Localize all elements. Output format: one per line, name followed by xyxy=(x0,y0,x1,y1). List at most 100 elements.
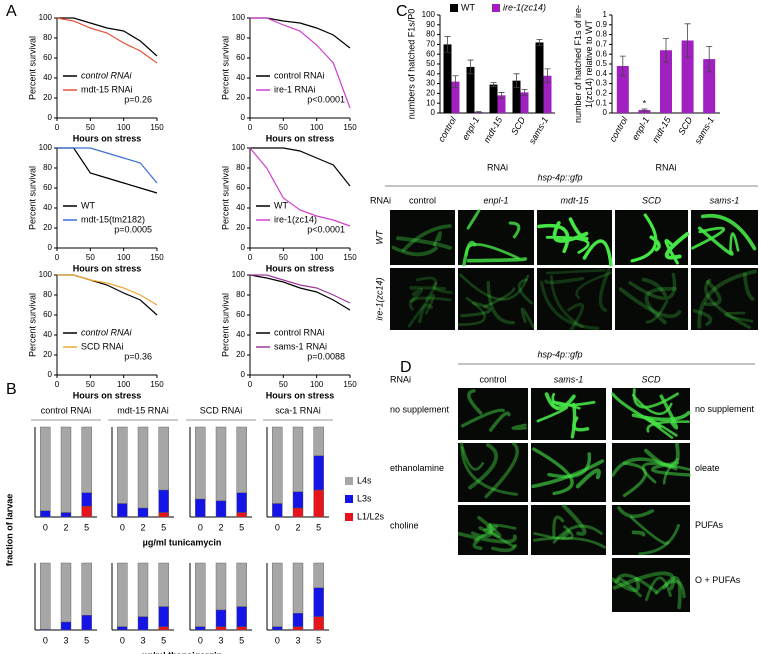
column-label: control xyxy=(479,374,506,384)
group-title: control RNAi xyxy=(41,405,92,415)
y-tick-label: 100 xyxy=(39,270,53,279)
y-tick-label: 100 xyxy=(39,13,53,22)
worm xyxy=(460,408,505,428)
x-tick-label: 0 xyxy=(248,123,253,132)
bar xyxy=(451,81,460,113)
x-axis-label: RNAi xyxy=(487,162,508,172)
y-axis-label: Percent survival xyxy=(27,36,37,100)
x-tick-label: 0 xyxy=(248,253,253,262)
x-tick-label: 50 xyxy=(279,253,288,262)
bar-segment xyxy=(158,489,169,513)
worm xyxy=(724,311,754,323)
worm xyxy=(417,303,434,324)
worm xyxy=(612,571,676,591)
y-tick-label: 0.9 xyxy=(596,20,608,29)
error-bar xyxy=(521,89,528,96)
bar-segment xyxy=(215,609,227,627)
x-axis-label: Hours on stress xyxy=(73,390,142,400)
bar-segment xyxy=(158,426,169,491)
x-tick-label: 2 xyxy=(140,522,145,532)
x-tick-label: control xyxy=(436,114,459,143)
p-value: p<0.0001 xyxy=(307,224,345,234)
bar-segment xyxy=(272,562,283,627)
legend-label: ire-1(zc14) xyxy=(503,2,546,12)
bar-segment xyxy=(292,426,304,493)
y-tick-label: 0.1 xyxy=(596,98,608,107)
x-tick-label: enpl-1 xyxy=(630,115,651,142)
worm xyxy=(537,223,570,254)
worm xyxy=(544,276,584,285)
column-label: control xyxy=(409,195,436,205)
legend-label: mdt-15 RNAi xyxy=(81,84,133,94)
worm xyxy=(473,525,498,542)
bar-segment xyxy=(236,626,247,631)
y-tick-label: 0.2 xyxy=(596,89,608,98)
x-tick-label: 5 xyxy=(84,522,89,532)
x-axis-label: Hours on stress xyxy=(73,263,142,273)
error-bar xyxy=(452,75,459,88)
bar xyxy=(466,66,475,113)
worm xyxy=(631,394,673,415)
worm xyxy=(462,240,477,267)
survival-curve xyxy=(57,274,158,306)
survival-curve xyxy=(250,17,351,49)
bar-segment xyxy=(158,512,169,518)
bar xyxy=(638,110,651,113)
bar-segment xyxy=(313,616,324,631)
x-tick-label: 2 xyxy=(63,522,68,532)
legend-label: L1/L2s xyxy=(357,511,385,521)
survival-curve xyxy=(250,274,351,304)
row-label: choline xyxy=(390,520,419,530)
worm xyxy=(486,280,515,325)
bar-segment xyxy=(60,562,72,623)
x-tick-label: sams-1 xyxy=(693,115,716,146)
bar-segment xyxy=(137,507,149,518)
x-tick-label: enpl-1 xyxy=(460,115,481,142)
worm xyxy=(477,515,502,538)
y-axis-label: numbers of hatched F1s/P0 xyxy=(406,9,416,120)
y-tick-label: 80 xyxy=(236,33,245,42)
worm xyxy=(470,522,493,538)
legend-swatch xyxy=(450,4,458,12)
y-tick-label: 40 xyxy=(43,203,52,212)
bar-segment xyxy=(81,426,92,493)
bar-segment xyxy=(272,503,283,518)
y-tick-label: 60 xyxy=(43,310,52,319)
bar-segment xyxy=(236,606,247,627)
y-tick-label: 40 xyxy=(426,69,435,78)
x-tick-label: mdt-15 xyxy=(650,114,673,144)
worm xyxy=(662,457,679,485)
x-tick-label: SCD xyxy=(676,115,694,137)
worm xyxy=(638,523,680,556)
y-tick-label: 20 xyxy=(236,93,245,102)
x-tick-label: 0 xyxy=(55,380,60,389)
y-axis-label: number of hatched F1s of ire-1(zc14) rel… xyxy=(573,4,594,124)
legend-label: control RNAi xyxy=(81,70,133,80)
bar-segment xyxy=(195,498,206,518)
y-tick-label: 70 xyxy=(426,40,435,49)
bar xyxy=(681,40,694,114)
panel-label: D xyxy=(400,359,412,376)
error-bar xyxy=(684,23,691,58)
survival-curve xyxy=(57,147,158,184)
y-axis-label: Percent survival xyxy=(220,166,230,230)
y-axis-label: Percent survival xyxy=(27,166,37,230)
worm xyxy=(628,272,677,300)
x-tick-label: 2 xyxy=(218,522,223,532)
worm xyxy=(536,406,569,423)
y-tick-label: 0.5 xyxy=(596,59,608,68)
worm xyxy=(532,447,574,496)
worm xyxy=(551,392,596,407)
x-tick-label: control xyxy=(607,114,630,143)
worm xyxy=(409,286,446,291)
worm xyxy=(552,515,565,538)
y-tick-label: 80 xyxy=(236,163,245,172)
bar-segment xyxy=(158,626,169,631)
rnai-label: RNAi xyxy=(390,374,411,384)
bar-segment xyxy=(236,562,247,607)
y-tick-label: 20 xyxy=(426,89,435,98)
y-tick-label: 0.6 xyxy=(596,49,608,58)
survival-curve xyxy=(57,17,158,57)
bar xyxy=(703,59,716,113)
y-axis-label: Percent survival xyxy=(220,36,230,100)
